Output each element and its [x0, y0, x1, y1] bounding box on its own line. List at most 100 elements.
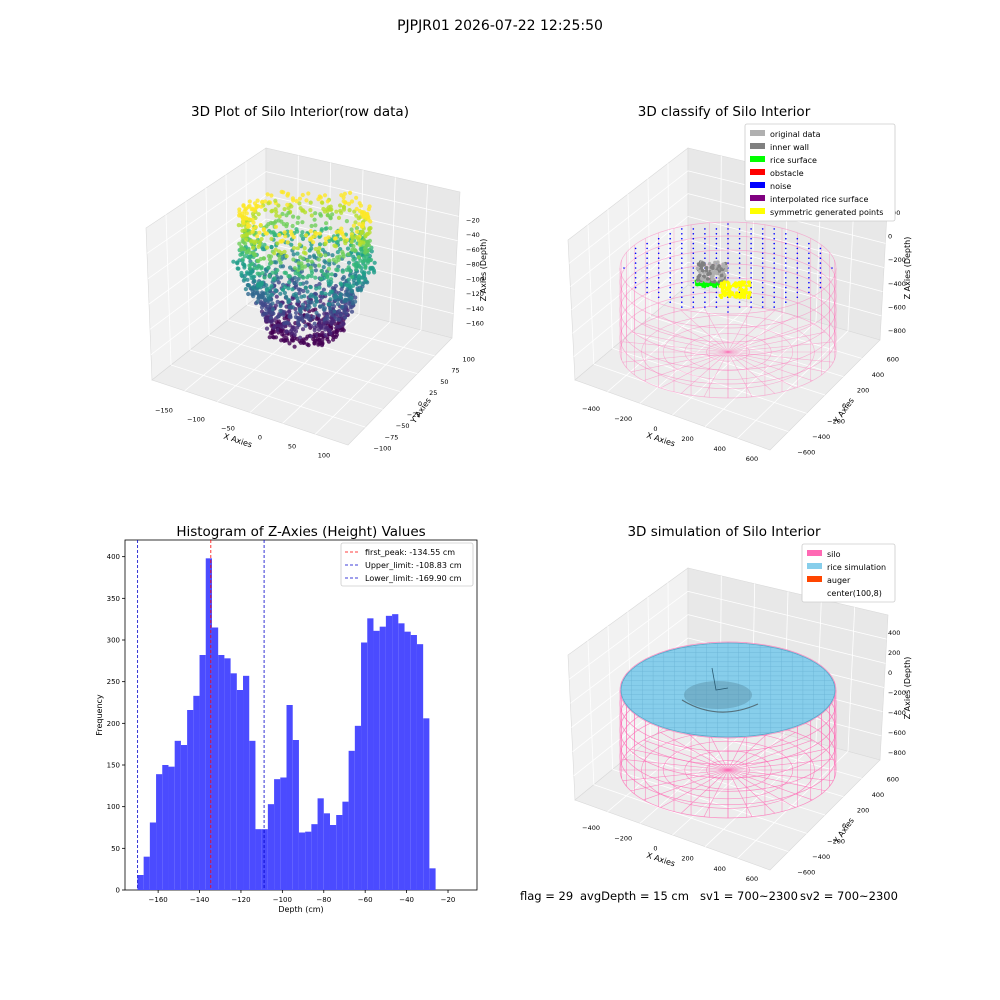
data-point: [348, 268, 353, 273]
noise-point: [692, 301, 695, 304]
inner-wall-point: [697, 262, 701, 267]
data-point: [335, 302, 341, 307]
noise-point: [715, 228, 718, 230]
noise-point: [796, 257, 799, 260]
y-tick-label: 350: [107, 595, 120, 603]
noise-point: [681, 286, 683, 289]
data-point: [284, 222, 290, 227]
data-point: [340, 304, 345, 309]
data-point: [308, 237, 313, 242]
silo-floor-spoke: [727, 351, 834, 363]
data-point: [267, 286, 272, 291]
noise-point: [761, 267, 764, 269]
data-point: [261, 227, 266, 232]
histogram-bar: [323, 813, 330, 890]
noise-point: [773, 267, 775, 269]
symmetric-point: [748, 290, 752, 295]
noise-point: [634, 257, 637, 260]
data-point: [346, 201, 352, 206]
noise-point: [808, 247, 810, 250]
noise-point: [646, 267, 648, 269]
noise-point: [681, 281, 683, 284]
data-point: [290, 196, 295, 201]
histogram-bar: [174, 740, 181, 890]
data-point: [332, 236, 338, 241]
data-point: [316, 249, 321, 254]
histogram-bar: [336, 815, 343, 890]
data-point: [307, 254, 312, 259]
noise-point: [715, 237, 718, 240]
data-point: [344, 267, 349, 272]
data-point: [245, 271, 250, 276]
rice-surface-point: [709, 282, 713, 287]
symmetric-point: [719, 281, 724, 286]
data-point: [363, 245, 368, 250]
data-point: [269, 311, 274, 316]
noise-point: [785, 301, 787, 304]
data-point: [247, 199, 252, 204]
noise-point: [796, 291, 799, 294]
noise-point: [704, 306, 706, 308]
noise-point: [761, 233, 764, 235]
histogram-bar: [286, 705, 293, 890]
panel-simulation: 3D simulation of Silo Interior −400 −200 0…: [567, 524, 912, 883]
z-tick-label: −400: [888, 280, 906, 288]
noise-point: [761, 237, 764, 240]
data-point: [298, 310, 303, 315]
inner-wall-point: [719, 267, 723, 271]
noise-point: [692, 272, 695, 274]
data-point: [293, 284, 298, 289]
data-point: [325, 199, 330, 204]
x-tick-label: −100: [187, 416, 205, 424]
noise-point: [669, 257, 671, 260]
data-point: [342, 238, 347, 243]
data-point: [248, 266, 253, 271]
data-point: [346, 277, 351, 282]
data-point: [358, 241, 363, 246]
noise-point: [681, 262, 683, 264]
silo-floor-ring: [641, 314, 815, 390]
auger-mark: [711, 667, 729, 691]
data-point: [242, 254, 247, 259]
histogram-bar: [392, 614, 399, 890]
legend-swatch: [807, 576, 822, 582]
z-tick-label: −160: [466, 320, 484, 328]
data-point: [341, 205, 347, 210]
legend-box: [340, 542, 474, 587]
z-tick-label: 0: [888, 233, 892, 241]
data-point: [351, 223, 356, 228]
noise-point: [657, 272, 660, 274]
noise-point: [761, 242, 764, 245]
data-point: [335, 268, 340, 273]
data-point: [306, 299, 311, 304]
x-tick-label: −140: [190, 896, 209, 904]
data-point: [366, 207, 371, 212]
z-tick-label: 200: [888, 649, 900, 657]
legend-box: [744, 123, 896, 222]
data-point: [328, 207, 333, 212]
data-point: [354, 226, 359, 231]
noise-point: [785, 262, 787, 264]
noise-point: [715, 296, 718, 299]
noise-point: [681, 247, 683, 250]
noise-point: [761, 301, 764, 304]
data-point: [273, 335, 279, 340]
noise-point: [773, 286, 775, 289]
noise-point: [738, 306, 741, 308]
histogram-bar: [398, 623, 405, 890]
data-point: [328, 297, 333, 302]
legend-label: auger: [827, 576, 851, 585]
noise-point: [773, 237, 775, 240]
data-point: [290, 223, 295, 229]
data-point: [331, 337, 336, 342]
noise-point: [808, 272, 810, 274]
data-point: [323, 327, 328, 332]
data-point: [291, 246, 297, 251]
inner-wall-point: [695, 266, 700, 271]
noise-point: [657, 291, 660, 294]
noise-point: [657, 252, 660, 255]
data-point: [321, 265, 326, 270]
data-point: [361, 255, 367, 260]
histogram-bar: [274, 779, 281, 890]
data-point: [303, 323, 308, 328]
